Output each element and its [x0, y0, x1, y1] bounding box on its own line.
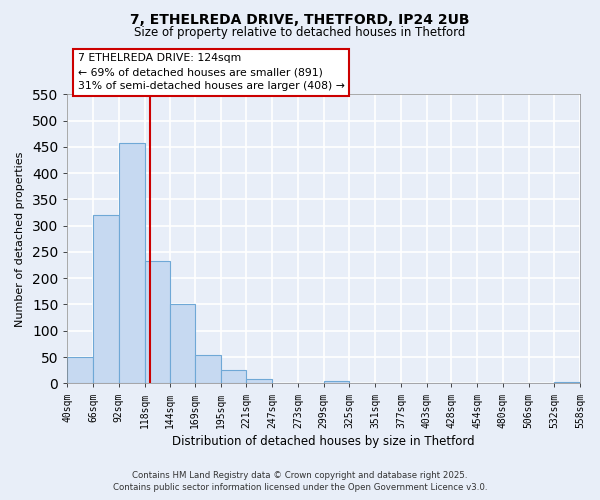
Bar	[323, 380, 349, 384]
Bar	[221, 370, 247, 384]
Text: Contains HM Land Registry data © Crown copyright and database right 2025.
Contai: Contains HM Land Registry data © Crown c…	[113, 471, 487, 492]
Text: 7 ETHELREDA DRIVE: 124sqm
← 69% of detached houses are smaller (891)
31% of semi: 7 ETHELREDA DRIVE: 124sqm ← 69% of detac…	[77, 54, 344, 92]
Bar	[67, 357, 93, 384]
X-axis label: Distribution of detached houses by size in Thetford: Distribution of detached houses by size …	[172, 434, 475, 448]
Bar	[145, 261, 170, 384]
Bar	[554, 382, 580, 384]
Text: 7, ETHELREDA DRIVE, THETFORD, IP24 2UB: 7, ETHELREDA DRIVE, THETFORD, IP24 2UB	[130, 12, 470, 26]
Bar	[195, 355, 221, 384]
Bar	[93, 215, 119, 384]
Text: Size of property relative to detached houses in Thetford: Size of property relative to detached ho…	[134, 26, 466, 39]
Bar	[247, 378, 272, 384]
Y-axis label: Number of detached properties: Number of detached properties	[15, 151, 25, 326]
Bar	[170, 304, 195, 384]
Bar	[119, 143, 145, 384]
